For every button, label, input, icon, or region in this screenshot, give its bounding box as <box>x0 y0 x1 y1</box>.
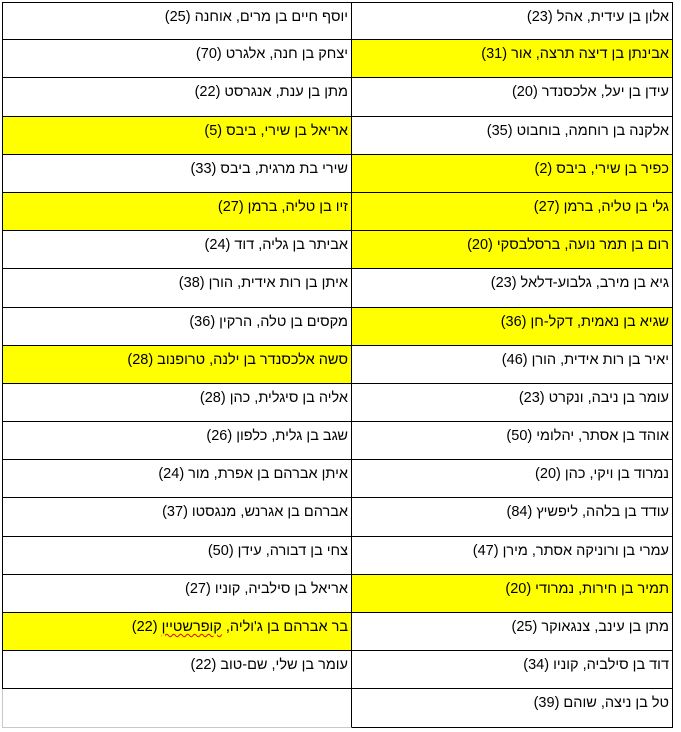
cell-text: אוהד בן אסתר, יהלומי (50) <box>506 428 669 445</box>
cell-text: יאיר בן רות אידית, הורן (46) <box>501 351 669 368</box>
table-row: יאיר בן רות אידית, הורן (46) סשה אלכסנדר … <box>2 345 673 384</box>
cell-text: גלי בן טליה, ברמן (27) <box>533 198 669 215</box>
cell-text: טל בן ניצה, שוהם (39) <box>533 695 669 712</box>
table-row: אוהד בן אסתר, יהלומי (50) שגב בן גלית, כל… <box>2 422 673 461</box>
table-row: נמרוד בן ויקי, כהן (20) איתן אברהם בן אפר… <box>2 460 673 499</box>
table-cell-left[interactable]: מקסים בן טלה, הרקין (36) <box>2 307 352 346</box>
table-cell-left[interactable]: איתן בן רות אידית, הורן (38) <box>2 269 352 308</box>
table-row: מתן בן עינב, צנגאוקר (25) בר אברהם בן ג'ו… <box>2 613 673 652</box>
table-cell-left[interactable]: שירי בת מרגית, ביבס (33) <box>2 154 352 193</box>
cell-text: אלון בן עידית, אהל (23) <box>526 9 669 25</box>
cell-text-part: (22) <box>131 619 162 635</box>
table-row: טל בן ניצה, שוהם (39) <box>2 689 673 728</box>
table-cell-right[interactable]: כפיר בן שירי, ביבס (2) <box>352 154 673 193</box>
cell-text: זיו בן טליה, ברמן (27) <box>217 198 348 215</box>
table-cell-right[interactable]: גלי בן טליה, ברמן (27) <box>352 192 673 232</box>
table-cell-left[interactable]: אליה בן סיגלית, כהן (28) <box>2 383 352 423</box>
cell-text: אליה בן סיגלית, כהן (28) <box>199 389 348 406</box>
table-cell-left[interactable]: צחי בן דבורה, עידן (50) <box>2 536 352 575</box>
table-row: אבינתן בן דיצה תרצה, אור (31) יצחק בן חנה… <box>2 40 673 79</box>
names-table: אלון בן עידית, אהל (23) יוסף חיים בן מרים… <box>2 2 673 728</box>
cell-text: נמרוד בן ויקי, כהן (20) <box>535 466 669 483</box>
cell-text: יצחק בן חנה, אלגרט (70) <box>195 46 348 63</box>
table-cell-right[interactable]: יאיר בן רות אידית, הורן (46) <box>352 345 673 384</box>
cell-text: יוסף חיים בן מרים, אוחנה (25) <box>164 9 348 25</box>
cell-text: דוד בן סילביה, קוניו (34) <box>523 657 669 674</box>
table-cell-right[interactable]: נמרוד בן ויקי, כהן (20) <box>352 460 673 499</box>
table-cell-right[interactable]: תמיר בן חירות, נמרודי (20) <box>352 574 673 613</box>
table-row: אלון בן עידית, אהל (23) יוסף חיים בן מרים… <box>2 2 673 41</box>
table-cell-right[interactable]: עידן בן יעל, אלכסנדר (20) <box>352 78 673 117</box>
cell-text: עומר בן ניבה, ונקרט (23) <box>518 389 669 406</box>
table-row: תמיר בן חירות, נמרודי (20) אריאל בן סילבי… <box>2 574 673 613</box>
table-cell-right[interactable]: רום בן תמר נועה, ברסלבסקי (20) <box>352 231 673 270</box>
cell-text: אביתר בן גליה, דוד (24) <box>204 237 348 254</box>
table-cell-left[interactable]: בר אברהם בן ג'וליה, קופרשטיין (22) <box>2 613 352 652</box>
cell-text: סשה אלכסנדר בן ילנה, טרופנוב (28) <box>127 351 348 368</box>
table-row: רום בן תמר נועה, ברסלבסקי (20) אביתר בן ג… <box>2 231 673 270</box>
table-cell-right[interactable]: דוד בן סילביה, קוניו (34) <box>352 651 673 690</box>
cell-text: צחי בן דבורה, עידן (50) <box>207 542 348 559</box>
table-row: עמרי בן ורוניקה אסתר, מירן (47) צחי בן דב… <box>2 536 673 575</box>
table-cell-left[interactable]: יצחק בן חנה, אלגרט (70) <box>2 40 352 79</box>
table-cell-left[interactable]: עומר בן שלי, שם-טוב (22) <box>2 651 352 690</box>
table-cell-left[interactable]: מתן בן ענת, אנגרסט (22) <box>2 78 352 117</box>
table-cell-left[interactable]: אריאל בן סילביה, קוניו (27) <box>2 574 352 613</box>
cell-text: עומר בן שלי, שם-טוב (22) <box>190 657 349 674</box>
table-cell-right[interactable]: שגיא בן נאמית, דקל-חן (36) <box>352 307 673 346</box>
table-row: גלי בן טליה, ברמן (27) זיו בן טליה, ברמן … <box>2 192 673 232</box>
cell-text-part: בר אברהם בן ג'וליה, <box>221 619 348 635</box>
cell-text: עודד בן בלהה, ליפשיץ (84) <box>506 504 670 521</box>
table-cell-right[interactable]: עודד בן בלהה, ליפשיץ (84) <box>352 498 673 537</box>
table-cell-left[interactable]: אברהם בן אגרנש, מנגסטו (37) <box>2 498 352 537</box>
table-cell-left[interactable]: יוסף חיים בן מרים, אוחנה (25) <box>2 2 352 41</box>
cell-text: איתן אברהם בן אפרת, מור (24) <box>158 466 348 483</box>
table-cell-left[interactable]: סשה אלכסנדר בן ילנה, טרופנוב (28) <box>2 345 352 384</box>
cell-text: שגב בן גלית, כלפון (26) <box>206 428 348 445</box>
table-cell-left[interactable]: איתן אברהם בן אפרת, מור (24) <box>2 460 352 499</box>
table-cell-right[interactable]: אבינתן בן דיצה תרצה, אור (31) <box>352 40 673 79</box>
cell-text: כפיר בן שירי, ביבס (2) <box>534 160 670 177</box>
cell-text <box>348 695 351 701</box>
table-cell-left[interactable]: אביתר בן גליה, דוד (24) <box>2 231 352 270</box>
cell-text: אבינתן בן דיצה תרצה, אור (31) <box>481 46 669 63</box>
table-cell-right[interactable]: טל בן ניצה, שוהם (39) <box>352 689 673 728</box>
table-cell-right[interactable]: אלון בן עידית, אהל (23) <box>352 2 673 41</box>
cell-text: שירי בת מרגית, ביבס (33) <box>190 160 348 177</box>
table-row: שגיא בן נאמית, דקל-חן (36) מקסים בן טלה, … <box>2 307 673 346</box>
table-row: גיא בן מירב, גלבוע-דלאל (23) איתן בן רות … <box>2 269 673 308</box>
table-row: עומר בן ניבה, ונקרט (23) אליה בן סיגלית, … <box>2 383 673 423</box>
table-row: עודד בן בלהה, ליפשיץ (84) אברהם בן אגרנש,… <box>2 498 673 537</box>
misspelled-word: קופרשטיין <box>161 619 222 635</box>
cell-text: בר אברהם בן ג'וליה, קופרשטיין (22) <box>132 613 351 636</box>
cell-text: אריאל בן סילביה, קוניו (27) <box>184 580 348 597</box>
cell-text: רום בן תמר נועה, ברסלבסקי (20) <box>467 237 669 254</box>
table-cell-right[interactable]: אוהד בן אסתר, יהלומי (50) <box>352 422 673 461</box>
table-cell-right[interactable]: גיא בן מירב, גלבוע-דלאל (23) <box>352 269 673 308</box>
table-cell-right[interactable]: מתן בן עינב, צנגאוקר (25) <box>352 613 673 652</box>
cell-text: מתן בן עינב, צנגאוקר (25) <box>511 619 669 635</box>
cell-text: מקסים בן טלה, הרקין (36) <box>189 313 348 330</box>
table-cell-right[interactable]: עומר בן ניבה, ונקרט (23) <box>352 383 673 423</box>
table-cell-right[interactable]: אלקנה בן רוחמה, בוחבוט (35) <box>352 116 673 155</box>
cell-text: איתן בן רות אידית, הורן (38) <box>178 275 348 292</box>
table-row: אלקנה בן רוחמה, בוחבוט (35) אריאל בן שירי… <box>2 116 673 155</box>
cell-text: עמרי בן ורוניקה אסתר, מירן (47) <box>472 542 669 559</box>
table-row: עידן בן יעל, אלכסנדר (20) מתן בן ענת, אנג… <box>2 78 673 117</box>
cell-text: שגיא בן נאמית, דקל-חן (36) <box>500 313 669 330</box>
table-cell-left[interactable]: אריאל בן שירי, ביבס (5) <box>2 116 352 155</box>
cell-text: גיא בן מירב, גלבוע-דלאל (23) <box>490 275 669 292</box>
table-cell-left[interactable] <box>2 689 352 728</box>
cell-text: תמיר בן חירות, נמרודי (20) <box>505 580 669 597</box>
table-row: כפיר בן שירי, ביבס (2) שירי בת מרגית, ביב… <box>2 154 673 193</box>
table-row: דוד בן סילביה, קוניו (34) עומר בן שלי, שם… <box>2 651 673 690</box>
cell-text: מתן בן ענת, אנגרסט (22) <box>194 84 348 101</box>
cell-text: אברהם בן אגרנש, מנגסטו (37) <box>162 504 348 521</box>
cell-text: אלקנה בן רוחמה, בוחבוט (35) <box>486 122 669 139</box>
cell-text: עידן בן יעל, אלכסנדר (20) <box>511 84 669 101</box>
table-cell-left[interactable]: שגב בן גלית, כלפון (26) <box>2 422 352 461</box>
table-cell-left[interactable]: זיו בן טליה, ברמן (27) <box>2 192 352 232</box>
table-cell-right[interactable]: עמרי בן ורוניקה אסתר, מירן (47) <box>352 536 673 575</box>
cell-text: אריאל בן שירי, ביבס (5) <box>204 122 348 139</box>
